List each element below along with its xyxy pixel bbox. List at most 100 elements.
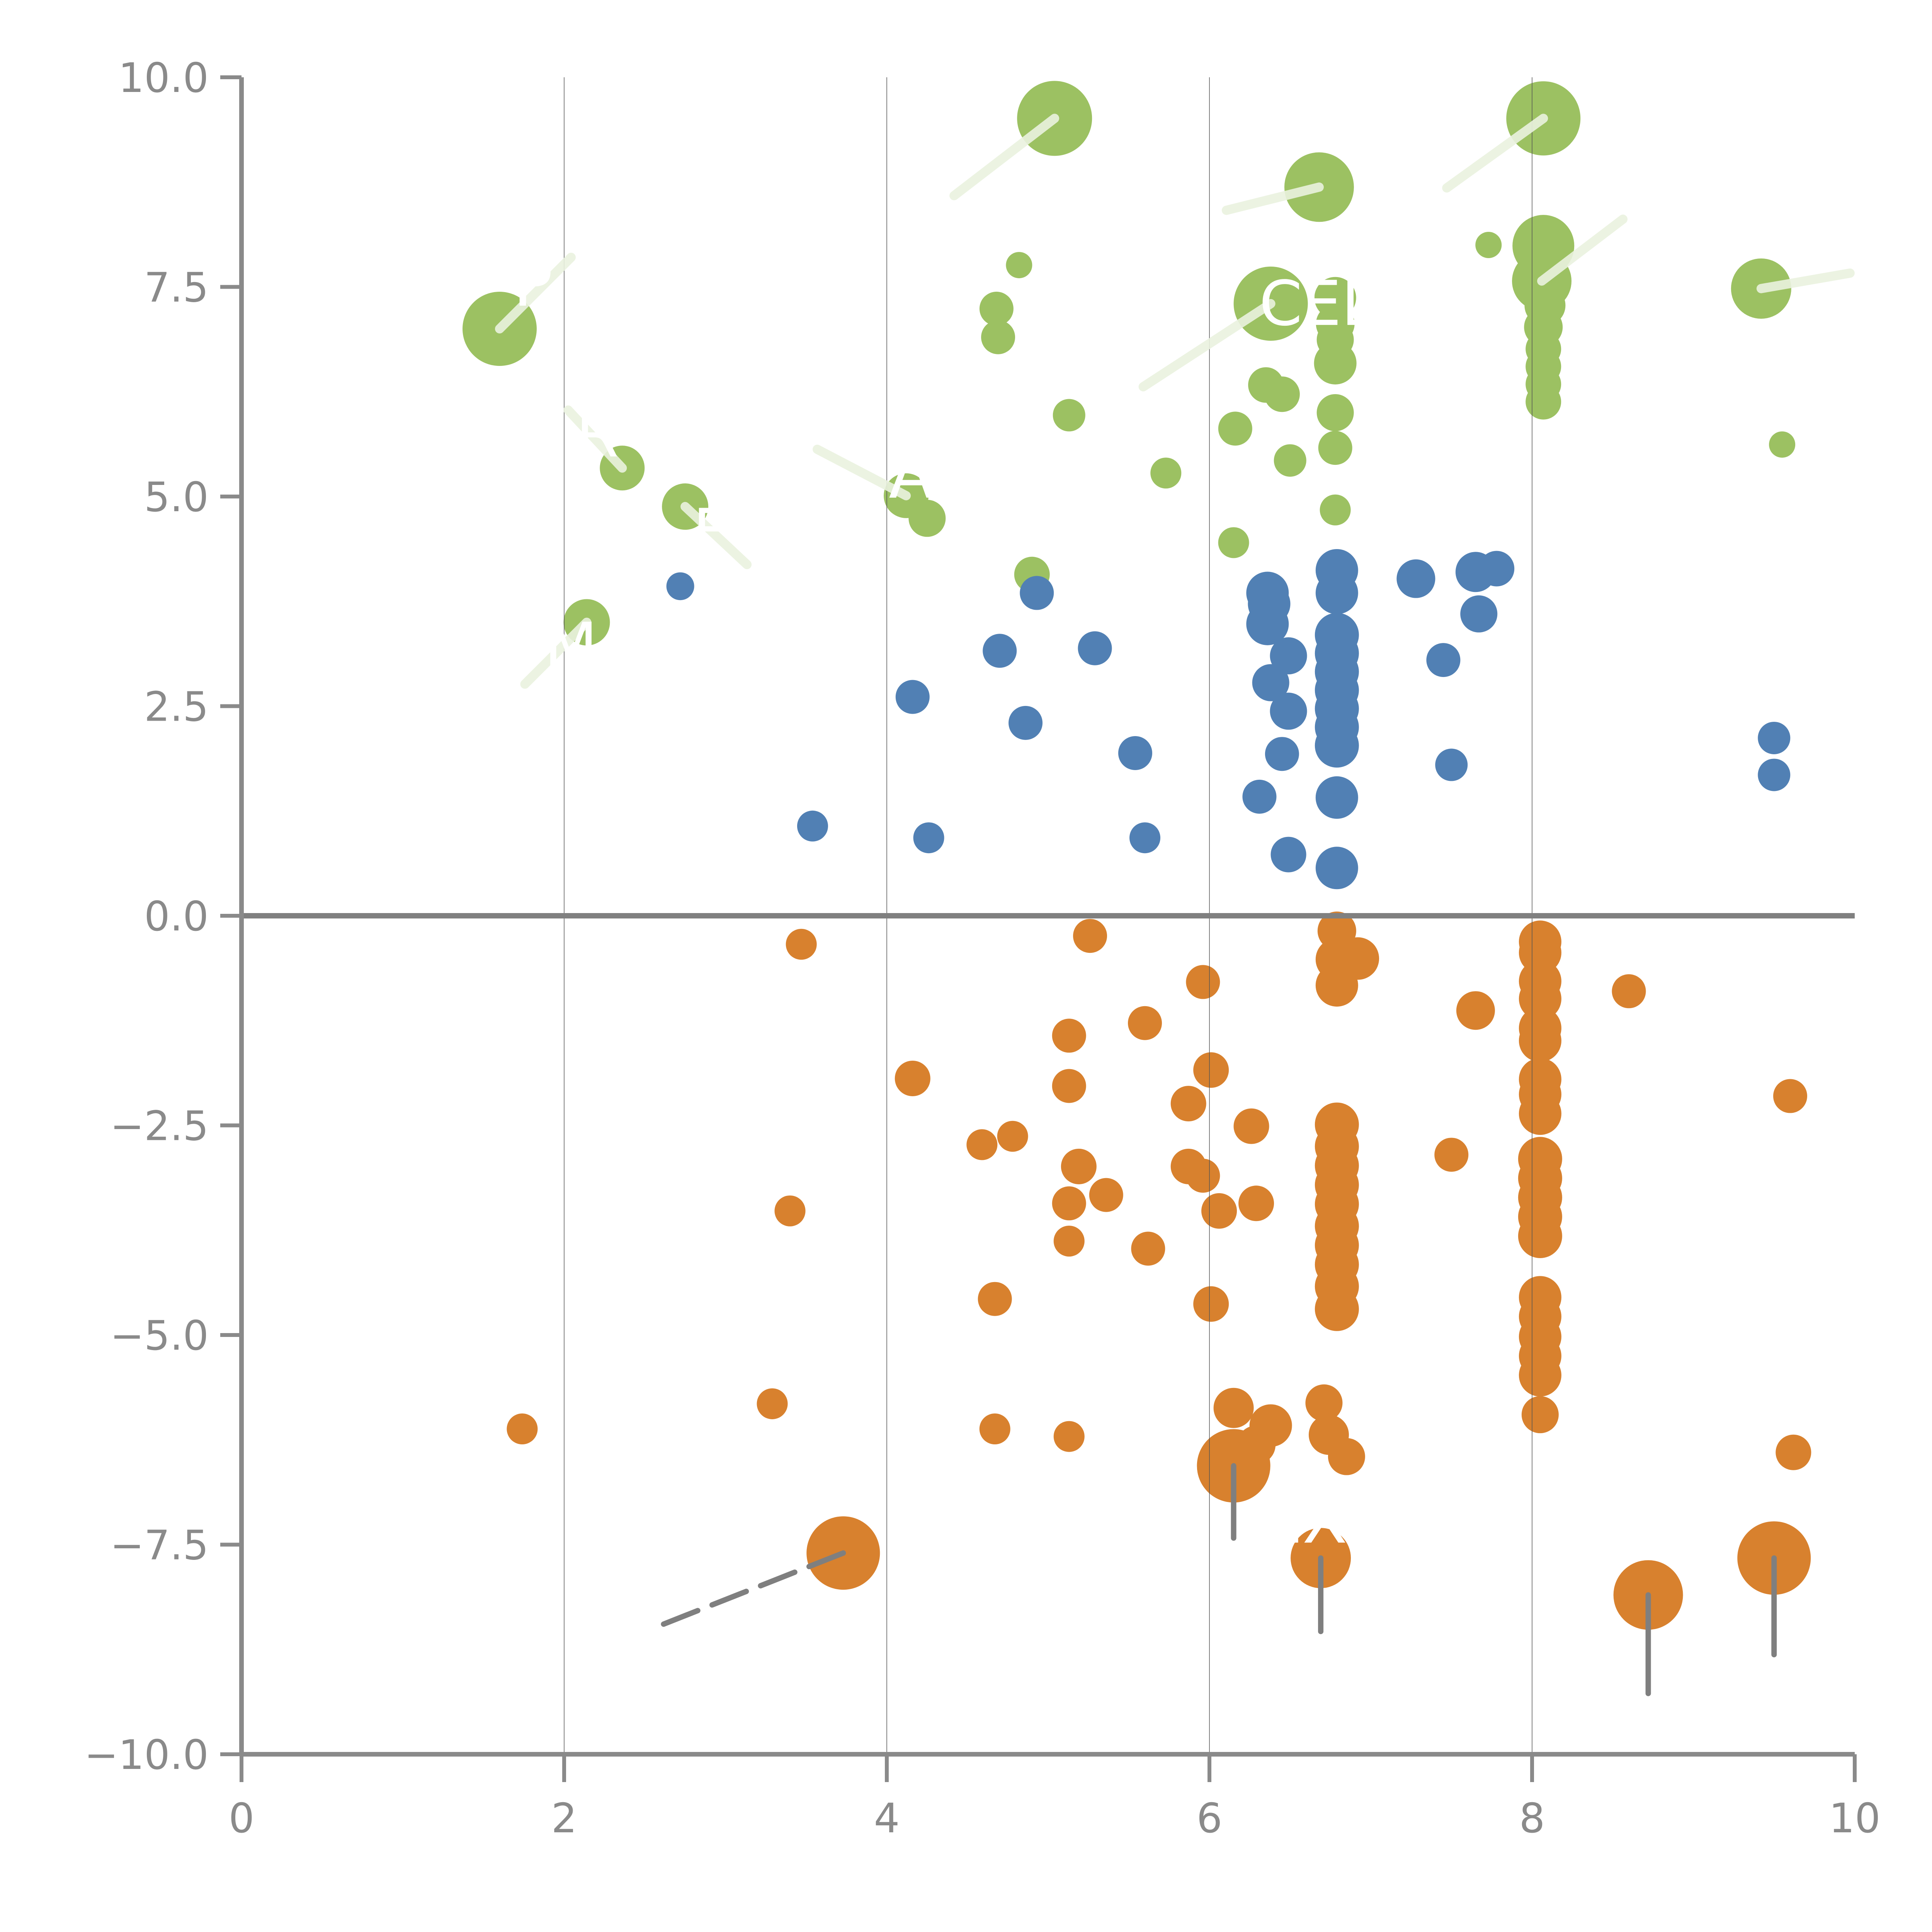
scatter-dot-green	[1006, 252, 1032, 279]
scatter-dot-blue	[797, 810, 828, 842]
scatter-dot-orange	[978, 1282, 1012, 1316]
leader-line	[949, 114, 1060, 201]
leader-line	[520, 617, 592, 689]
leader-line	[1442, 114, 1548, 193]
x-tick-label: 2	[551, 1795, 577, 1842]
leader-line	[680, 502, 752, 570]
x-tick-label: 8	[1519, 1795, 1545, 1842]
scatter-dot-orange	[1089, 1178, 1123, 1212]
scatter-dot-blue	[913, 822, 944, 854]
annotation-text: R	[576, 399, 619, 471]
y-tick-label: −5.0	[110, 1312, 209, 1359]
tick-labels: 10.0 7.5 5.0 2.5 0.0 −2.5 −5.0 −7.5 −10.0 0 2 4 6 8 10	[84, 54, 1881, 1842]
scatter-dot-blue	[1270, 837, 1306, 872]
leader-line	[655, 1550, 846, 1629]
scatter-dot-orange	[1521, 1396, 1559, 1434]
scatter-dot-blue	[983, 634, 1017, 668]
scatter-dot-blue	[1118, 736, 1152, 770]
x-tick-label: 0	[229, 1795, 255, 1842]
scatter-dot-orange	[1131, 1231, 1165, 1266]
scatter-dot-blue	[666, 572, 694, 600]
scatter-dot-blue	[1758, 759, 1791, 791]
scatter-dot-green	[1526, 384, 1561, 420]
scatter-dot-orange	[1193, 1286, 1229, 1322]
y-tick-label: −7.5	[110, 1522, 209, 1569]
y-tick-label: 10.0	[118, 54, 209, 102]
scatter-dot-orange	[1238, 1185, 1274, 1221]
y-tick-label: 0.0	[144, 893, 209, 940]
scatter-dot-blue	[1315, 776, 1358, 819]
scatter-dot-green	[1314, 342, 1357, 384]
scatter-dot-orange	[786, 929, 817, 960]
scatter-dot-blue	[1315, 571, 1358, 614]
scatter-dot-orange	[507, 1413, 538, 1445]
scatter-dot-blue	[1242, 779, 1277, 814]
scatter-dot-orange	[1249, 1404, 1292, 1447]
scatter-dot-blue	[1252, 664, 1289, 701]
x-tick-label: 10	[1829, 1795, 1881, 1842]
annotation-labels: P R M F A CEL EX	[513, 245, 1376, 1558]
leader-line	[1221, 182, 1324, 215]
scatter-dot-blue	[1270, 637, 1307, 675]
scatter-dot-orange	[1519, 1019, 1561, 1062]
y-tick-label: 7.5	[144, 264, 209, 311]
y-tick-label: −2.5	[110, 1103, 209, 1150]
scatter-dot-orange	[1186, 1158, 1220, 1193]
scatter-dot-green	[1274, 444, 1306, 477]
scatter-dot-green	[1769, 431, 1796, 458]
scatter-dot-orange	[1128, 1006, 1162, 1040]
leader-line	[1138, 299, 1276, 391]
scatter-dot-orange	[1052, 1186, 1086, 1221]
scatter-dot-orange	[1061, 1148, 1097, 1184]
annotation-text: CEL	[1259, 267, 1376, 340]
x-tick-label: 4	[874, 1795, 900, 1842]
scatter-dot-blue	[1460, 595, 1498, 633]
scatter-dot-blue	[1246, 602, 1289, 645]
scatter-dot-orange	[1305, 1384, 1343, 1422]
scatter-dot-green	[1218, 527, 1249, 558]
scatter-dot-green	[1316, 394, 1354, 431]
scatter-dot-green	[1218, 412, 1252, 446]
annotation-text: F	[693, 495, 728, 568]
annotation-text: P	[513, 245, 553, 321]
scatter-dot-blue	[1479, 551, 1515, 587]
dots-layer	[463, 81, 1811, 1630]
scatter-dot-orange	[1776, 1434, 1811, 1470]
y-tick-label: 5.0	[144, 474, 209, 521]
scatter-dot-orange	[1052, 1069, 1086, 1103]
scatter-dot-orange	[1519, 1354, 1561, 1397]
scatter-dot-orange	[1519, 977, 1561, 1020]
x-tick-label: 6	[1197, 1795, 1223, 1842]
scatter-dot-green	[1053, 399, 1085, 432]
scatter-dot-blue	[1270, 692, 1307, 730]
scatter-dot-blue	[1078, 631, 1112, 665]
annotation-text: M	[544, 609, 597, 682]
scatter-dot-orange	[1053, 1421, 1085, 1452]
scatter-dot-green	[1150, 457, 1182, 489]
scatter-dot-green	[1318, 431, 1352, 465]
scatter-dot-blue	[1265, 737, 1299, 771]
annotation-text: EX	[1261, 1482, 1347, 1558]
scatter-dot-orange	[1519, 1092, 1561, 1135]
scatter-dot-orange	[1201, 1193, 1237, 1229]
leader-line	[813, 444, 911, 500]
scatter-dot-green	[908, 500, 946, 537]
annotation-leader-lines	[495, 114, 1855, 1696]
scatter-dot-orange	[895, 1060, 930, 1096]
leader-line	[563, 405, 627, 473]
scatter-dot-orange	[1456, 991, 1495, 1030]
scatter-dot-blue	[1315, 847, 1358, 889]
leader-line	[1756, 268, 1855, 293]
axis-layer	[220, 75, 1857, 1782]
scatter-dot-green	[1264, 376, 1300, 412]
scatter-dot-orange	[966, 1129, 998, 1160]
scatter-dot-orange	[997, 1121, 1028, 1152]
scatter-dot-orange	[1434, 1138, 1469, 1172]
scatter-dot-orange	[1612, 974, 1646, 1009]
scatter-dot-orange	[1213, 1388, 1254, 1428]
scatter-dot-blue	[1129, 822, 1160, 854]
scatter-dot-blue	[1758, 721, 1791, 754]
scatter-dot-green	[979, 291, 1014, 326]
